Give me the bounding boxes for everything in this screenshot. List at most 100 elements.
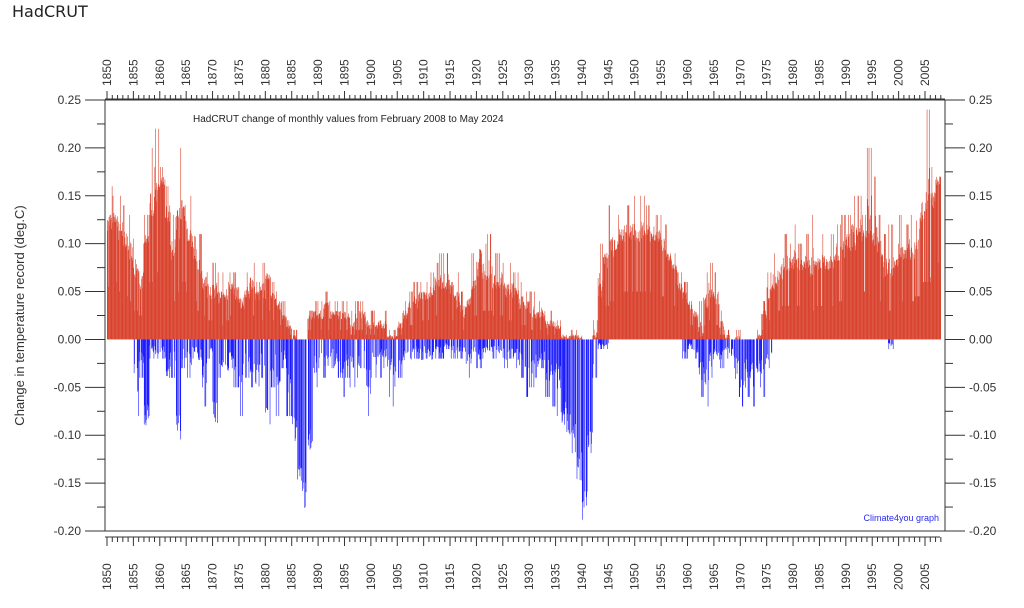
bar-negative: [279, 339, 281, 382]
bar-negative: [482, 339, 484, 359]
bar-positive: [189, 234, 191, 340]
bar-negative: [502, 339, 504, 358]
bar-positive: [119, 224, 121, 340]
bar-positive: [407, 315, 408, 340]
bar-positive: [325, 291, 327, 340]
bar-positive: [175, 247, 176, 340]
bar-positive: [532, 318, 534, 340]
bar-negative: [550, 339, 552, 372]
bar-positive: [559, 328, 560, 340]
bar-positive: [739, 336, 741, 340]
bar-positive: [358, 329, 360, 340]
bar-positive: [919, 217, 921, 340]
bar-negative: [485, 339, 486, 353]
bar-negative: [241, 339, 242, 383]
bar-positive: [825, 265, 826, 340]
bar-positive: [292, 338, 293, 340]
bar-positive: [201, 287, 203, 340]
bar-positive: [873, 232, 875, 340]
bar-positive: [294, 335, 296, 340]
bar-positive: [883, 277, 885, 340]
bar-positive: [183, 206, 185, 340]
bar-positive: [577, 336, 578, 340]
bar-positive: [687, 302, 689, 340]
bar-negative: [491, 339, 492, 347]
bar-negative: [709, 339, 710, 355]
bar-positive: [491, 310, 492, 340]
bar-positive: [877, 252, 879, 340]
bar-positive: [263, 298, 264, 340]
bar-negative: [346, 339, 348, 355]
bar-positive: [515, 287, 517, 340]
bar-positive: [841, 214, 843, 340]
bar-positive: [468, 299, 470, 340]
bar-positive: [599, 283, 601, 340]
bar-negative: [393, 339, 394, 375]
bar-negative: [152, 339, 153, 347]
bar-positive: [194, 255, 196, 340]
bar-negative: [318, 339, 320, 369]
bar-negative: [445, 339, 447, 346]
bar-positive: [415, 298, 417, 340]
bar-positive: [702, 332, 704, 340]
bar-positive: [125, 233, 127, 340]
bar-positive: [774, 253, 775, 340]
bar-positive: [831, 259, 832, 340]
bar-positive: [473, 253, 474, 340]
bar-negative: [390, 339, 392, 366]
bar-positive: [659, 236, 661, 340]
bar-positive: [227, 295, 229, 340]
bar-positive: [411, 325, 413, 340]
bar-positive: [636, 291, 638, 340]
bar-positive: [346, 301, 348, 340]
bar-negative: [373, 339, 375, 357]
bar-positive: [375, 326, 377, 340]
bar-positive: [356, 318, 358, 340]
bar-negative: [458, 339, 460, 352]
bar-positive: [220, 297, 221, 340]
bar-negative: [760, 339, 761, 388]
bar-positive: [854, 243, 856, 340]
bar-positive: [203, 289, 204, 340]
bar-negative: [462, 339, 463, 352]
bar-positive: [232, 287, 233, 340]
bar-negative: [765, 339, 767, 359]
bar-positive: [216, 282, 218, 340]
bar-negative: [448, 339, 449, 347]
y-tick-label-right: -0.15: [969, 476, 997, 490]
bar-negative: [464, 339, 465, 348]
bar-positive: [575, 336, 577, 340]
bar-negative: [176, 339, 178, 425]
bar-positive: [369, 325, 370, 340]
bar-positive: [704, 299, 705, 340]
bar-positive: [384, 328, 385, 340]
bar-negative: [435, 339, 437, 359]
bar-negative: [419, 339, 420, 359]
x-tick-label-top: 1855: [126, 59, 140, 86]
bar-negative: [194, 339, 195, 352]
bar-negative: [430, 339, 431, 356]
bar-positive: [483, 263, 485, 340]
bar-positive: [620, 234, 621, 340]
bar-positive: [294, 329, 295, 340]
bar-positive: [126, 245, 127, 340]
bar-negative: [413, 339, 414, 350]
bar-positive: [172, 214, 174, 340]
bar-negative: [454, 339, 456, 359]
bar-negative: [143, 339, 145, 363]
bar-positive: [125, 247, 127, 340]
bar-positive: [343, 301, 344, 340]
bar-positive: [474, 315, 476, 340]
bar-positive: [805, 256, 807, 340]
bar-negative: [526, 339, 527, 397]
bar-positive: [700, 322, 702, 340]
bar-positive: [686, 299, 687, 340]
bar-negative: [305, 339, 307, 493]
bar-positive: [508, 320, 510, 340]
bar-positive: [885, 234, 887, 340]
bar-positive: [560, 336, 562, 340]
bar-positive: [598, 286, 600, 340]
bar-positive: [655, 240, 657, 340]
bar-positive: [287, 320, 288, 340]
bar-positive: [639, 242, 640, 340]
